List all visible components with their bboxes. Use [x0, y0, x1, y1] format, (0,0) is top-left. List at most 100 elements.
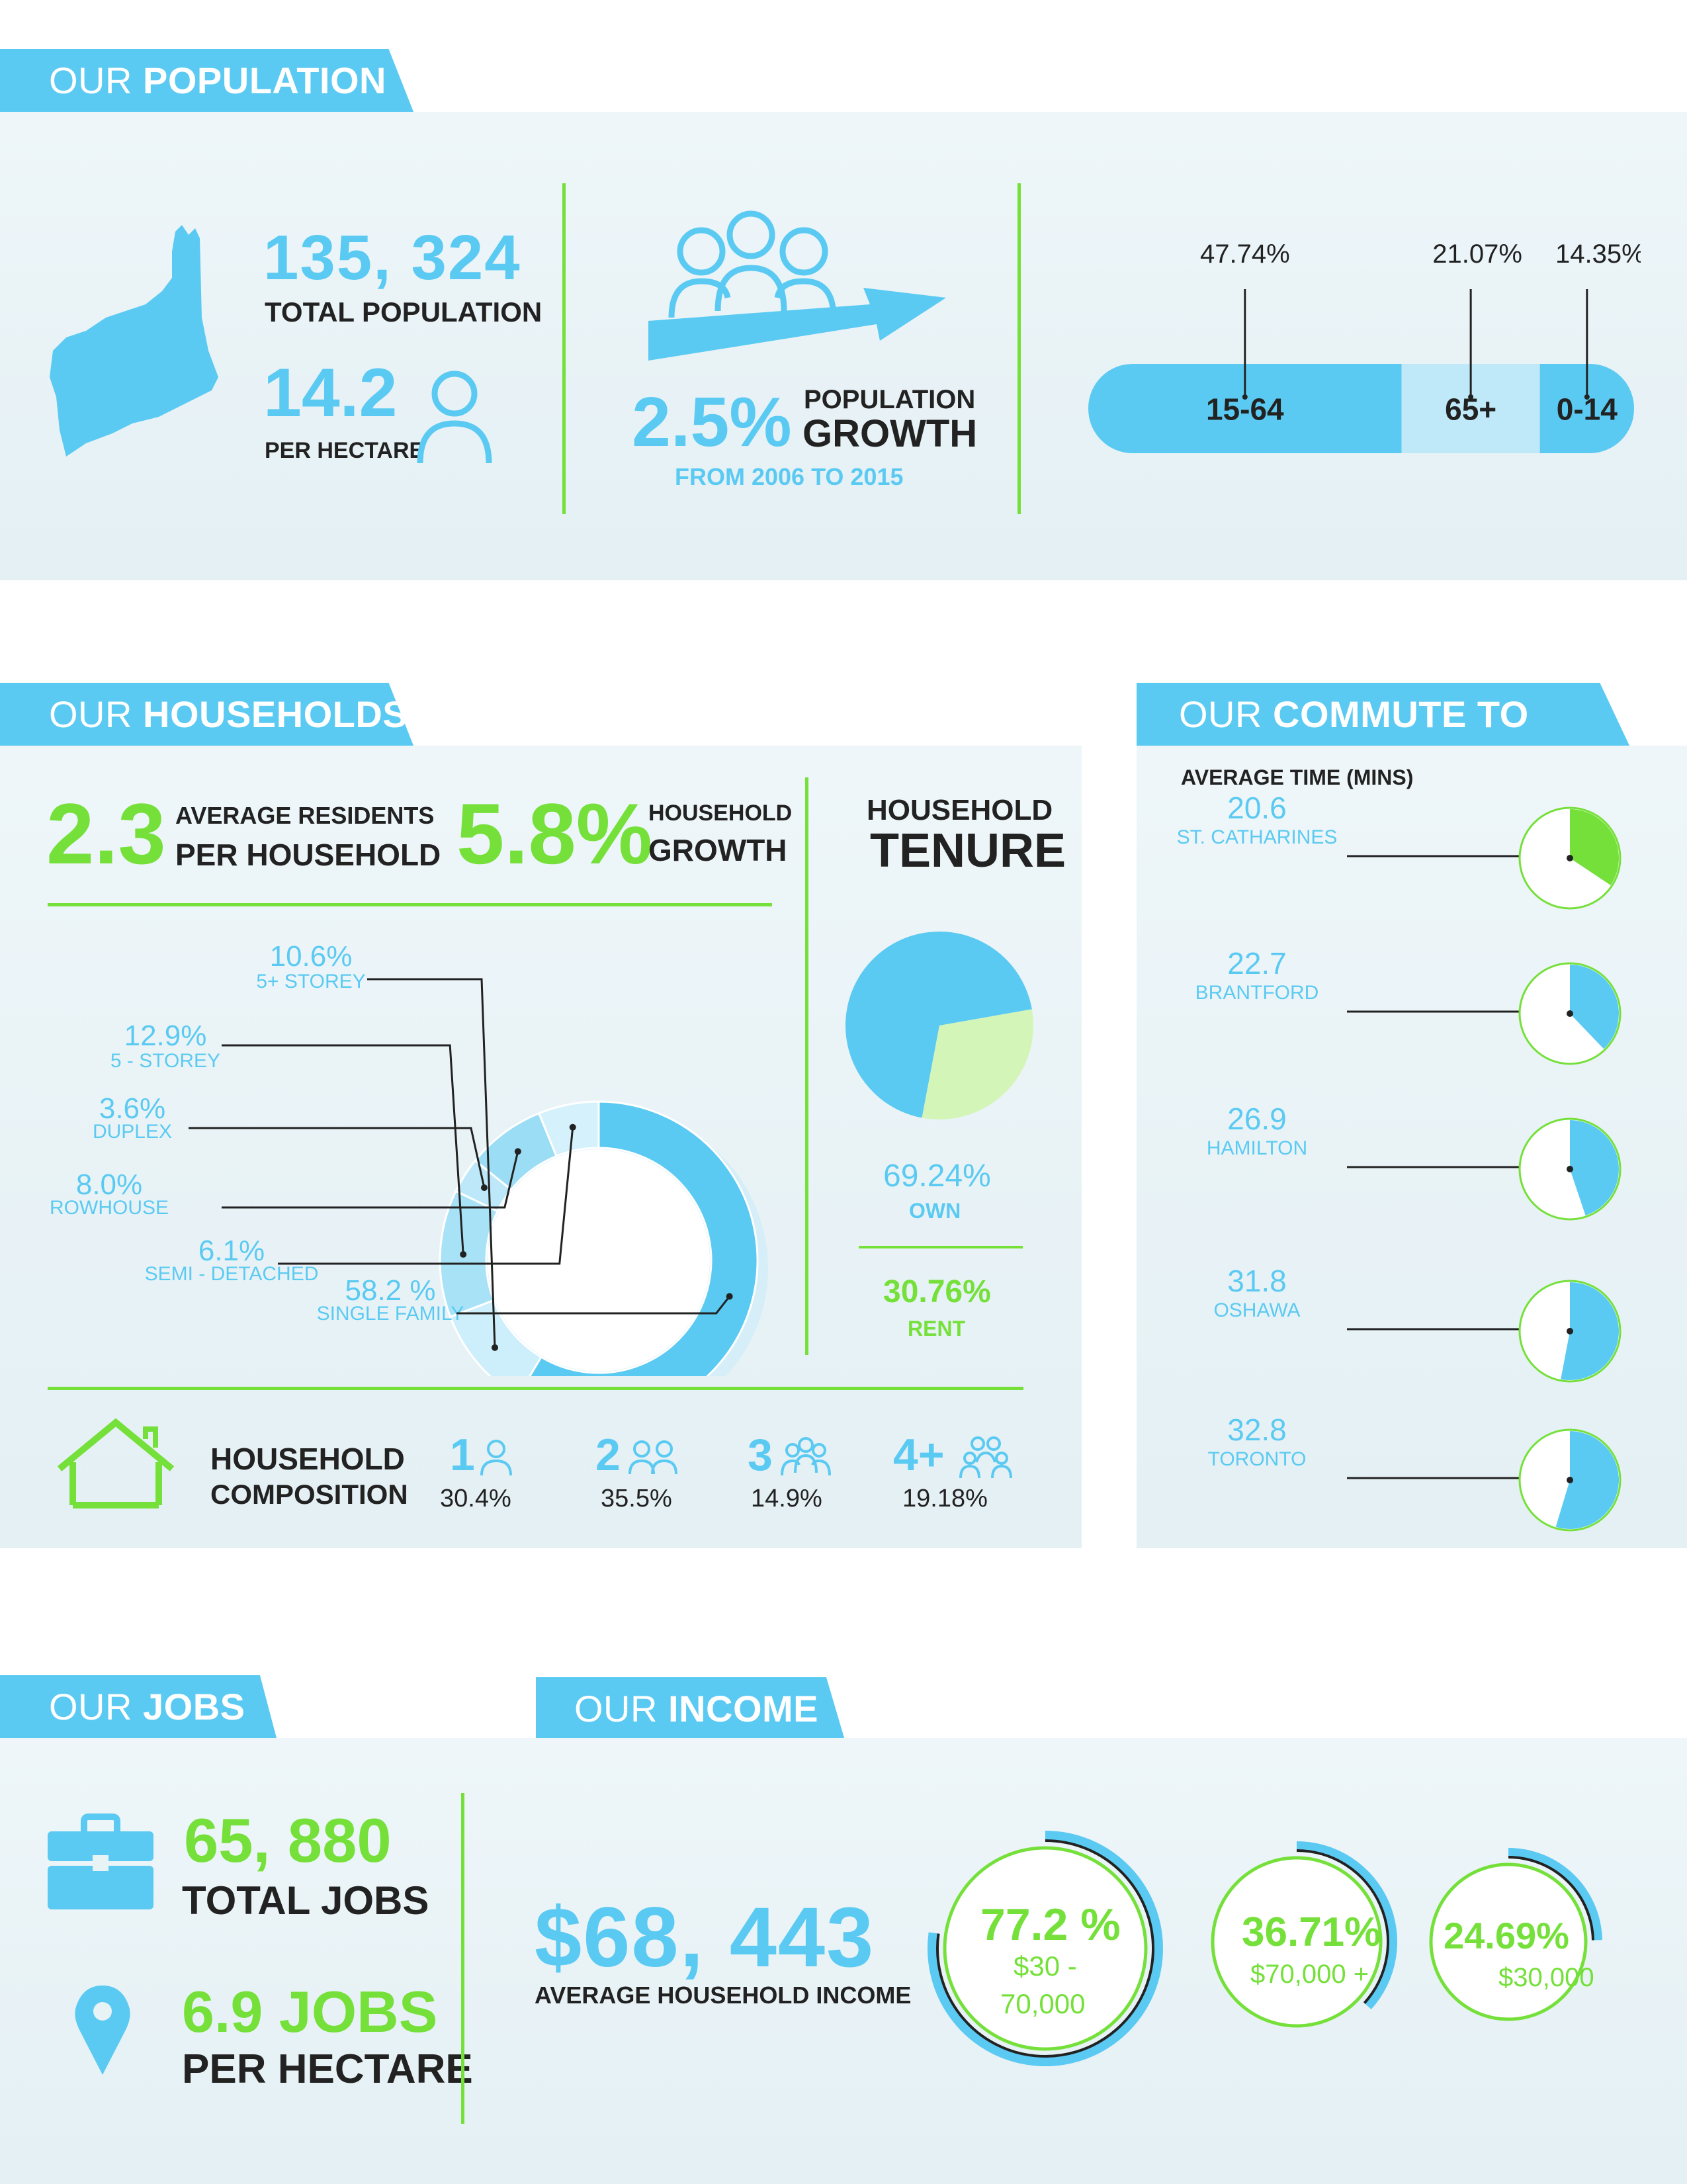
population-growth-label-2: GROWTH [802, 412, 978, 455]
dwelling-value-label: 10.6% [270, 940, 353, 973]
section-tab-households: OUR HOUSEHOLDS [0, 683, 413, 746]
density-value: 14.2 [263, 355, 398, 431]
section-prefix: OUR [49, 1686, 132, 1727]
divider [859, 1246, 1023, 1248]
dwelling-category-label: 5 - STOREY [110, 1050, 220, 1072]
household-size: 4+ [893, 1430, 945, 1480]
donut-hole [488, 1149, 710, 1372]
age-value-label: 14.35% [1555, 240, 1641, 269]
divider [461, 1793, 464, 2124]
avg-residents-value: 2.3 [46, 785, 166, 882]
population-panel [0, 112, 1687, 580]
household-growth-value: 5.8% [456, 785, 653, 882]
composition-label-2: COMPOSITION [210, 1479, 408, 1510]
average-income-value: $68, 443 [535, 1890, 875, 1985]
income-ring-label: $30 - [1014, 1950, 1077, 1982]
commute-leader-dot [1567, 855, 1573, 861]
population-growth-value: 2.5% [632, 383, 792, 461]
composition-value: 35.5% [601, 1485, 672, 1512]
dwelling-leader-dot [480, 1184, 488, 1192]
income-ring-arc-line [936, 1839, 1154, 2058]
age-value-label: 21.07% [1432, 240, 1522, 269]
commute-clock-slice [1570, 965, 1619, 1049]
household-growth-label-2: GROWTH [648, 833, 787, 867]
rent-label: RENT [908, 1317, 966, 1340]
population-growth-period: FROM 2006 TO 2015 [675, 463, 904, 490]
commute-leader-dot [1567, 1166, 1573, 1172]
divider [562, 183, 566, 514]
income-ring-arc [1296, 1841, 1397, 2010]
household-size: 2 [595, 1430, 621, 1480]
dwelling-leader-line [367, 978, 496, 1348]
commute-city-label: OSHAWA [1213, 1299, 1300, 1321]
total-population-value: 135, 324 [263, 222, 521, 293]
dwelling-leader-line [278, 1127, 574, 1265]
dwelling-category-label: 5+ STOREY [256, 971, 365, 992]
person-icon [480, 1440, 512, 1476]
dwelling-leader-dot [492, 1344, 499, 1351]
section-title: JOBS [143, 1686, 245, 1727]
four-people-icon [959, 1436, 1012, 1479]
section-title: COMMUTE TO WORK [1273, 693, 1529, 735]
commute-value-label: 22.7 [1227, 946, 1287, 981]
three-people-icon [781, 1437, 831, 1476]
dwelling-leader-dot [726, 1293, 733, 1300]
dwelling-category-label: SEMI - DETACHED [145, 1263, 319, 1285]
income-ring-value: 36.71% [1242, 1909, 1381, 1955]
income-ring-label: $70,000 + [1250, 1960, 1369, 1989]
tenure-title-1: HOUSEHOLD [867, 794, 1053, 826]
section-prefix: OUR [49, 693, 132, 735]
commute-value-label: 32.8 [1227, 1413, 1287, 1447]
dwelling-category-label: DUPLEX [93, 1121, 172, 1143]
dwelling-leader-line [222, 1044, 464, 1255]
own-value: 69.24% [883, 1158, 991, 1194]
income-ring-arc [1508, 1848, 1602, 1941]
section-title: POPULATION [143, 60, 386, 101]
commute-city-label: ST. CATHARINES [1177, 826, 1338, 848]
dwelling-leader-line [189, 1127, 486, 1188]
dwelling-value-label: 8.0% [76, 1168, 142, 1201]
donut-segment [537, 1100, 600, 1158]
commute-city-label: TORONTO [1208, 1448, 1307, 1470]
section-prefix: OUR [574, 1688, 658, 1729]
total-jobs-value: 65, 880 [184, 1806, 392, 1875]
density-label: PER HECTARE [265, 438, 425, 463]
dwelling-leader-line [456, 1295, 730, 1315]
composition-value: 19.18% [902, 1485, 988, 1512]
divider [805, 777, 808, 1355]
two-people-icon [628, 1440, 677, 1475]
own-label: OWN [909, 1199, 961, 1223]
total-jobs-label: TOTAL JOBS [182, 1878, 429, 1923]
tenure-slice [845, 932, 1032, 1118]
income-ring-inner [1429, 1862, 1588, 2021]
composition-label-1: HOUSEHOLD [210, 1442, 405, 1476]
income-ring-label: $30,000 [1498, 1963, 1594, 1992]
avg-residents-label-2: PER HOUSEHOLD [175, 838, 441, 872]
tenure-slice [922, 1009, 1033, 1119]
jobs-density-value: 6.9 JOBS [182, 1979, 438, 2044]
commute-clock-slice [1561, 1282, 1619, 1380]
commute-leader-dot [1567, 1010, 1573, 1017]
commute-clock-slice [1570, 809, 1619, 885]
section-title: INCOME [668, 1688, 819, 1729]
divider [48, 903, 772, 906]
income-ring-arc [928, 1831, 1163, 2066]
age-value-label: 47.74% [1200, 240, 1290, 269]
dwelling-value-label: 6.1% [198, 1235, 265, 1267]
people-growth-icon [648, 210, 946, 361]
dwelling-value-label: 3.6% [99, 1092, 165, 1125]
average-income-label: AVERAGE HOUSEHOLD INCOME [535, 1982, 912, 2009]
section-tab-income: OUR INCOME [536, 1677, 845, 1740]
jobs-density-label: PER HECTARE [182, 2046, 473, 2092]
dwelling-leader-line [222, 1151, 519, 1209]
age-leader-dot [1468, 394, 1474, 400]
household-growth-label-1: HOUSEHOLD [648, 801, 793, 826]
dwelling-category-label: ROWHOUSE [50, 1197, 169, 1219]
commute-leader-dot [1567, 1477, 1573, 1483]
commute-value-label: 20.6 [1227, 791, 1287, 825]
dwelling-leader-dot [514, 1148, 521, 1155]
commute-subtitle: AVERAGE TIME (MINS) [1181, 765, 1414, 789]
dwelling-leader-dot [569, 1123, 576, 1131]
